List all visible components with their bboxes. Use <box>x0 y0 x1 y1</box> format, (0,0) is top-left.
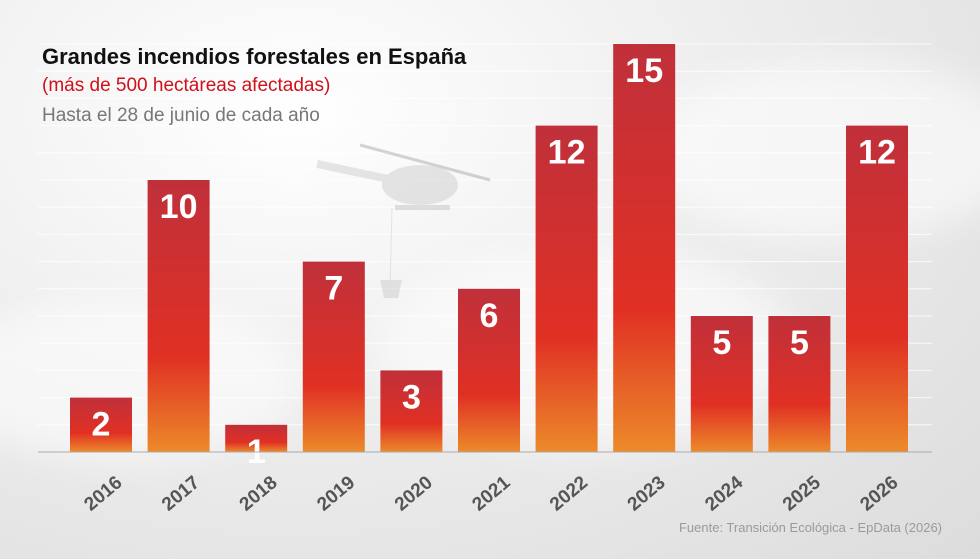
x-tick-label: 2023 <box>624 472 670 515</box>
bar-2020 <box>380 370 443 452</box>
x-tick-label: 2026 <box>857 472 903 515</box>
bar-2025 <box>768 316 831 452</box>
bar-2026 <box>846 125 908 452</box>
source-note: Fuente: Transición Ecológica - EpData (2… <box>678 520 942 535</box>
x-tick-label: 2021 <box>469 472 515 516</box>
bar-value-label: 12 <box>548 134 586 172</box>
bar-value-label: 5 <box>712 324 731 362</box>
x-tick-label: 2017 <box>158 472 204 515</box>
x-tick-label: 2018 <box>236 472 282 515</box>
x-tick-label: 2020 <box>391 472 437 515</box>
chart-title: Grandes incendios forestales en España <box>42 44 467 69</box>
bar-value-label: 5 <box>790 324 809 362</box>
bar-2023 <box>613 44 676 452</box>
bar-2021 <box>458 288 520 452</box>
bar-2016 <box>70 397 132 452</box>
bar-value-label: 7 <box>324 270 343 308</box>
bar-2017 <box>147 180 210 452</box>
bar-value-label: 6 <box>480 297 499 335</box>
x-tick-label: 2019 <box>313 472 359 515</box>
bar-2018 <box>225 424 288 452</box>
bar-2022 <box>535 125 598 452</box>
bar-value-label: 3 <box>402 378 421 416</box>
bar-value-label: 15 <box>625 52 663 90</box>
bar-value-label: 2 <box>92 406 111 444</box>
cloud-bg <box>650 60 980 240</box>
chart-subtitle: (más de 500 hectáreas afectadas) <box>42 75 331 96</box>
bar-value-label: 12 <box>858 134 896 172</box>
bar-value-label: 10 <box>160 188 198 226</box>
x-tick-label: 2024 <box>701 472 747 516</box>
helicopter-icon <box>316 143 491 298</box>
chart-date-note: Hasta el 28 de junio de cada año <box>42 105 320 126</box>
x-tick-label: 2016 <box>81 472 127 515</box>
x-tick-label: 2025 <box>779 472 825 516</box>
x-tick-label: 2022 <box>546 472 592 515</box>
bar-2019 <box>302 261 365 452</box>
bar-2024 <box>690 316 753 452</box>
